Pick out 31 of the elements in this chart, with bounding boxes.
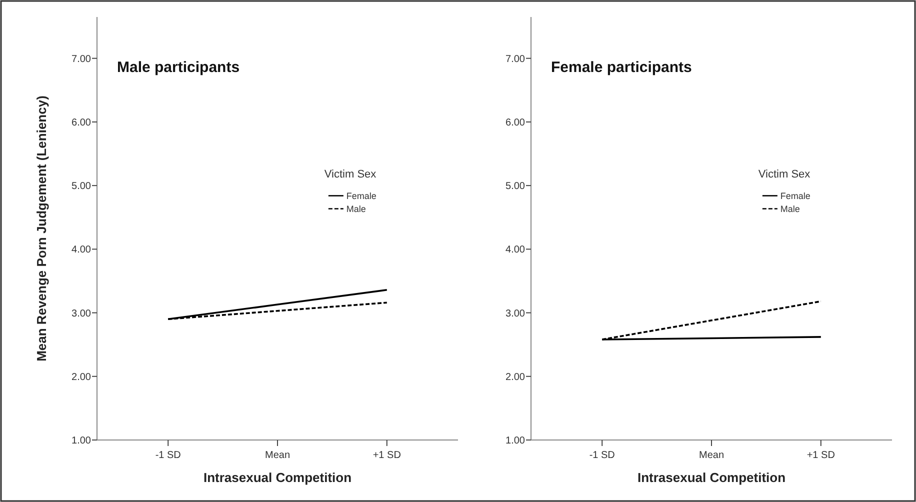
x-tick-label: Mean [264,450,290,461]
legend-label: Male [780,204,800,214]
legend-label: Male [346,204,366,214]
legend-label: Female [346,190,376,201]
y-tick-label: 4.00 [506,244,526,256]
y-tick-label: 5.00 [506,181,526,192]
y-tick-label: 7.00 [506,54,526,65]
y-tick-label: 5.00 [72,181,92,192]
text: Male participants [117,59,240,76]
y-tick-label: 3.00 [72,308,92,320]
x-tick-label: Mean [698,450,724,461]
y-tick-label: 2.00 [72,372,92,383]
text: Female participants [551,59,692,76]
x-axis-title: Intrasexual Competition [637,470,786,485]
y-tick-label: 6.00 [506,117,526,128]
y-tick-label: 6.00 [72,117,92,128]
x-tick-label: -1 SD [589,450,615,461]
y-tick-label: 7.00 [72,54,92,65]
y-tick-label: 4.00 [72,244,92,256]
x-tick-label: -1 SD [155,450,181,461]
legend-title: Victim Sex [324,168,377,181]
y-tick-label: 2.00 [506,372,526,383]
legend-title: Victim Sex [758,168,811,181]
legend-label: Female [780,190,810,201]
x-tick-label: +1 SD [372,450,401,461]
x-tick-label: +1 SD [806,450,835,461]
x-axis-title: Intrasexual Competition [203,470,352,485]
y-tick-label: 3.00 [506,308,526,320]
y-tick-label: 1.00 [72,436,92,446]
y-axis-title: Mean Revenge Porn Judgement (Leniency) [34,96,49,362]
y-tick-label: 1.00 [506,436,526,446]
